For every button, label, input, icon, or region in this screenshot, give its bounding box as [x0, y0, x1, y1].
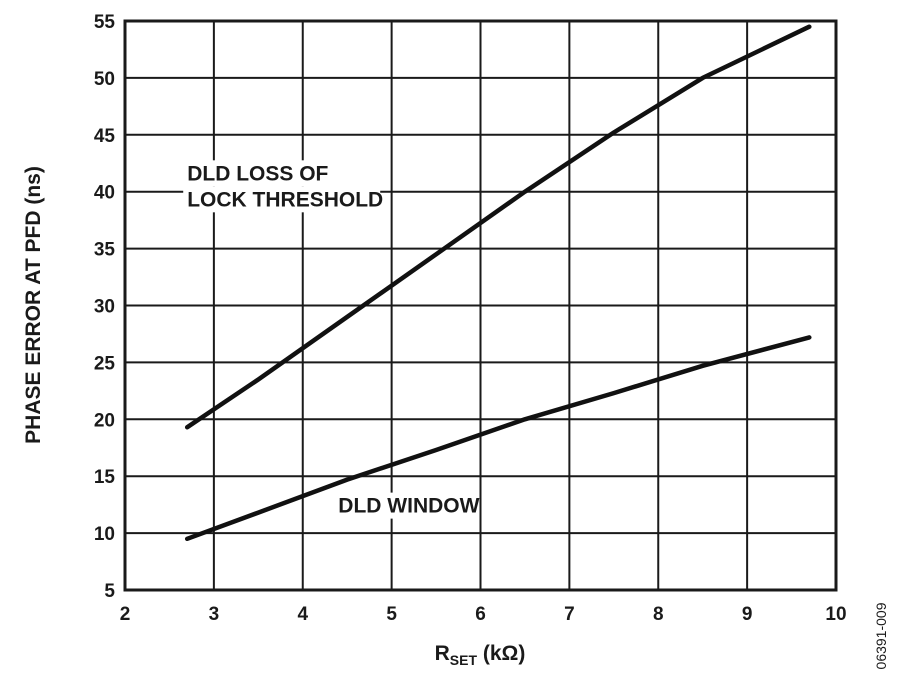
x-axis-title-main: R: [435, 642, 450, 665]
annotation-background: [183, 160, 340, 187]
y-tick-label: 25: [94, 353, 116, 374]
x-tick-label: 7: [564, 604, 575, 625]
plot-frame: [123, 19, 838, 592]
annotation-1: DLD LOSS OF LOCK THRESHOLD: [183, 160, 383, 213]
x-tick-label: 9: [742, 604, 753, 625]
annotation-text: DLD WINDOW: [338, 495, 479, 518]
x-axis-title: RSET (kΩ): [435, 642, 526, 668]
annotations: DLD LOSS OF LOCK THRESHOLD DLD WINDOW: [183, 160, 480, 519]
annotation-text: DLD LOSS OF: [187, 162, 328, 185]
series-group: [184, 24, 812, 542]
y-tick-label: 20: [94, 410, 115, 431]
grid-lines: [125, 21, 836, 590]
y-tick-label: 35: [94, 240, 116, 261]
y-tick-label: 30: [94, 297, 115, 318]
y-tick-label: 5: [104, 581, 115, 602]
y-tick-label: 40: [94, 183, 115, 204]
figure-id: 06391-009: [873, 602, 889, 669]
series-line-1: [184, 24, 812, 430]
y-tick-label: 55: [94, 12, 116, 33]
x-axis-title-unit: (kΩ): [477, 642, 525, 665]
annotation-text: LOCK THRESHOLD: [187, 188, 383, 211]
x-tick-label: 10: [825, 604, 846, 625]
y-tick-label: 50: [94, 69, 115, 90]
x-axis-title-subscript: SET: [450, 652, 478, 668]
x-tick-labels: 2 3 4 5 6 7 8 9 10: [120, 604, 847, 625]
y-axis-title: PHASE ERROR AT PFD (ns): [22, 166, 45, 444]
x-tick-label: 3: [209, 604, 220, 625]
annotation-background: [334, 492, 478, 519]
y-tick-label: 15: [94, 467, 116, 488]
x-tick-label: 6: [475, 604, 486, 625]
y-tick-label: 45: [94, 126, 116, 147]
x-tick-label: 8: [653, 604, 664, 625]
x-tick-label: 4: [297, 604, 308, 625]
x-tick-label: 2: [120, 604, 131, 625]
x-tick-label: 5: [386, 604, 397, 625]
annotation-2: DLD WINDOW: [334, 492, 480, 519]
annotation-background: [183, 186, 381, 213]
series-line-2: [184, 335, 812, 542]
y-tick-label: 10: [94, 524, 115, 545]
y-tick-labels: 5 10 15 20 25 30 35 40 45 50 55: [94, 12, 116, 602]
